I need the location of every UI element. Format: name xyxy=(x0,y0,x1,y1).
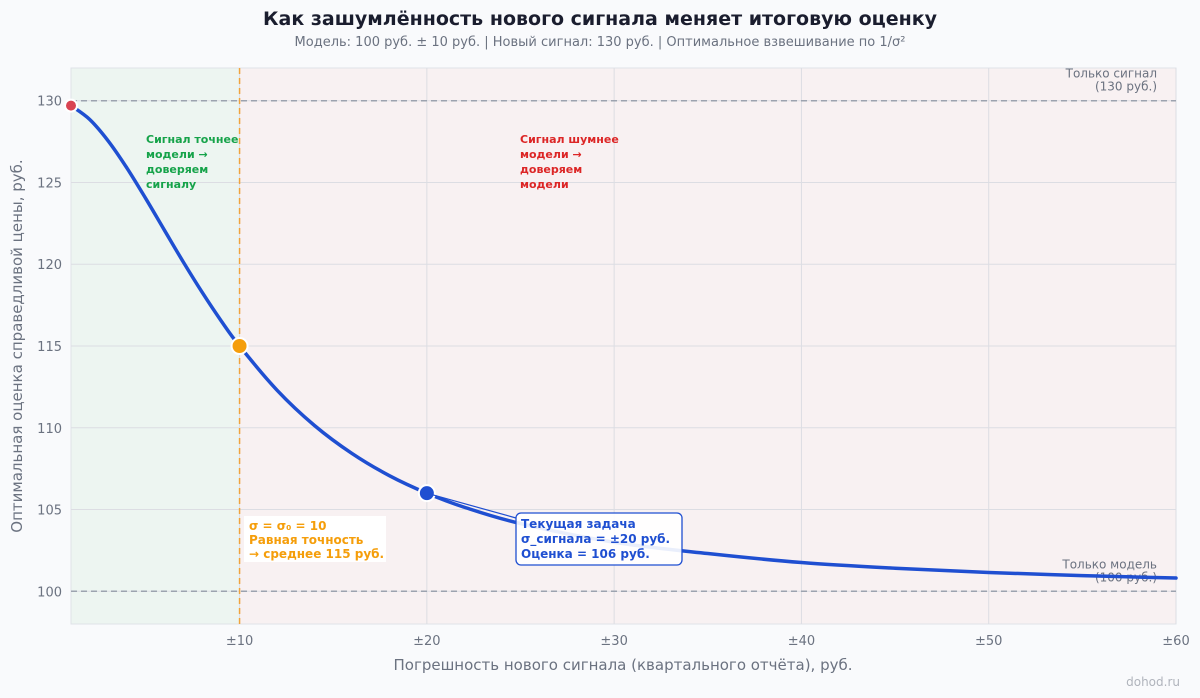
series-layer xyxy=(69,103,1178,580)
y-tick-label: 115 xyxy=(37,340,62,355)
y-tick-label: 120 xyxy=(37,258,62,273)
chart-subtitle: Модель: 100 руб. ± 10 руб. | Новый сигна… xyxy=(295,35,906,50)
x-tick-label: ±30 xyxy=(600,634,627,649)
current-annotation-text: σ_сигнала = ±20 руб. xyxy=(521,532,670,547)
series-line xyxy=(69,103,1178,580)
equal-annotation-text: → среднее 115 руб. xyxy=(249,547,384,561)
zone-label-right: модели → xyxy=(520,148,582,161)
zone-label-left: сигналу xyxy=(146,178,196,191)
y-tick-label: 105 xyxy=(37,504,62,519)
zone-label-right: модели xyxy=(520,178,569,191)
y-tick-label: 130 xyxy=(37,95,62,110)
y-axis-label: Оптимальная оценка справедливой цены, ру… xyxy=(8,159,26,532)
current-annotation-text: Текущая задача xyxy=(521,517,636,531)
reference-label-signal: Только сигнал xyxy=(1065,67,1157,81)
equal-annotation-text: σ = σ₀ = 10 xyxy=(249,519,326,533)
tick-labels: ±10 ±20 ±30 ±40 ±50 ±60 100 105 110 115 120 125 130 xyxy=(37,95,1190,649)
watermark: dohod.ru xyxy=(1126,675,1180,689)
reference-label-model: Только модель xyxy=(1061,557,1157,571)
current-annotation-connector xyxy=(426,492,517,519)
y-tick-label: 100 xyxy=(37,585,62,600)
x-tick-label: ±50 xyxy=(975,634,1002,649)
current-annotation-text: Оценка = 106 руб. xyxy=(521,547,650,561)
zone-label-right: Сигнал шумнее xyxy=(520,133,619,146)
zone-label-right: доверяем xyxy=(520,163,582,176)
zone-label-left: доверяем xyxy=(146,163,208,176)
equal-annotation-text: Равная точность xyxy=(249,533,364,547)
reference-label-signal: (130 руб.) xyxy=(1095,80,1157,94)
equal-annotation-box xyxy=(244,516,386,562)
x-tick-label: ±10 xyxy=(226,634,253,649)
zone-label-left: модели → xyxy=(146,148,208,161)
x-tick-label: ±60 xyxy=(1162,634,1189,649)
y-tick-label: 125 xyxy=(37,176,62,191)
annotations-layer: Сигнал точнее модели → доверяем сигналу Сигн… xyxy=(146,133,683,566)
x-tick-label: ±20 xyxy=(413,634,440,649)
current-annotation-box xyxy=(515,512,683,566)
y-tick-label: 110 xyxy=(37,422,62,437)
zone-label-left: Сигнал точнее xyxy=(146,133,238,146)
marker-start xyxy=(64,98,78,113)
x-axis-label: Погрешность нового сигнала (квартального… xyxy=(393,656,852,674)
x-tick-label: ±40 xyxy=(788,634,815,649)
marker-equal xyxy=(230,337,249,355)
chart-title: Как зашумлённость нового сигнала меняет … xyxy=(263,8,938,30)
reference-lines: Только сигнал(130 руб.)Только модель(100… xyxy=(71,67,1176,624)
